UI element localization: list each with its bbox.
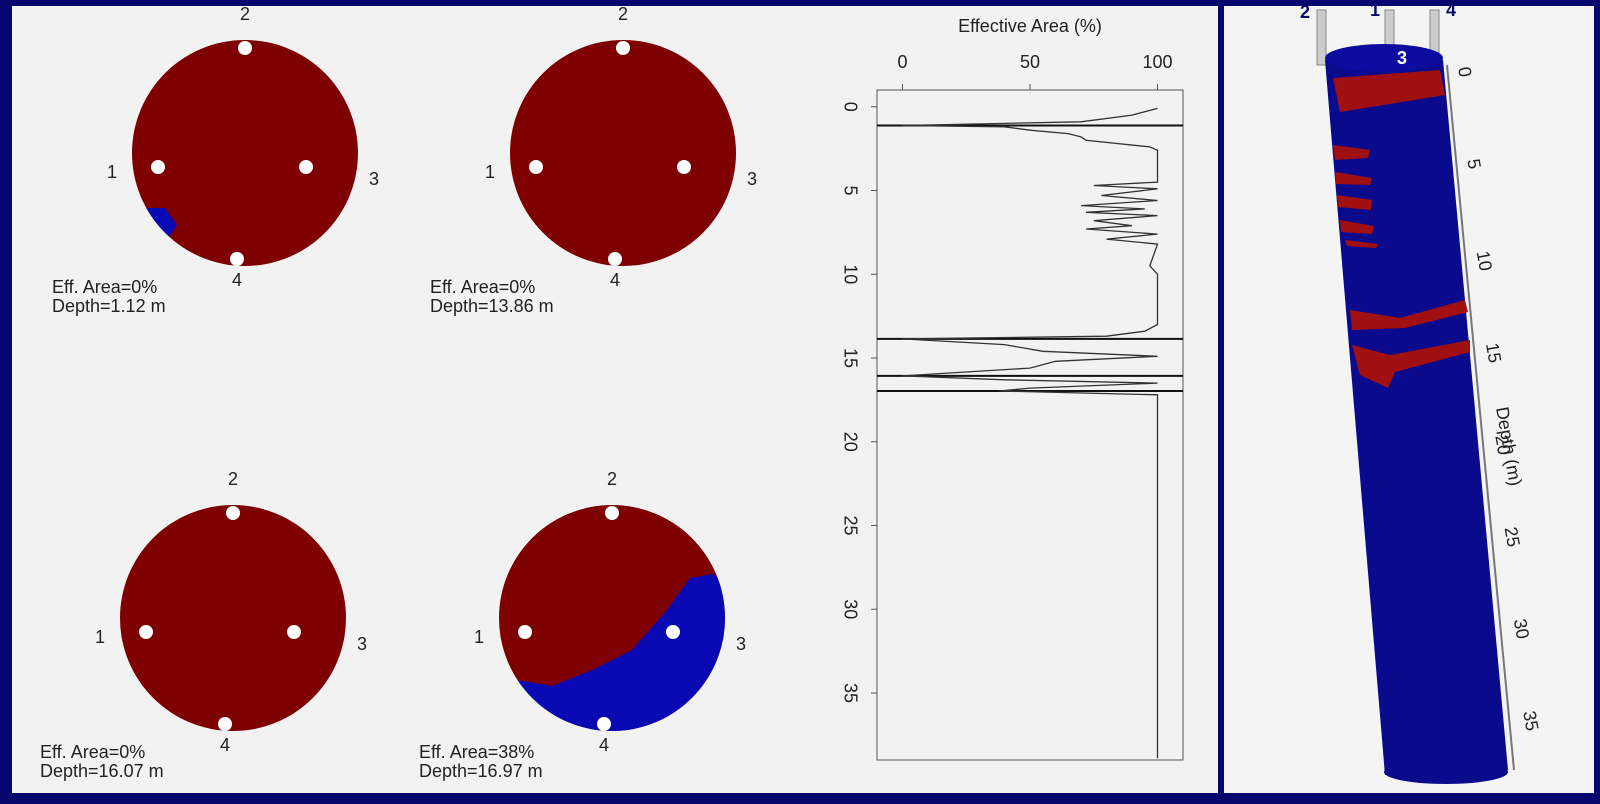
hole-label: 3 bbox=[357, 634, 367, 654]
y-tick-label: 25 bbox=[840, 515, 860, 535]
hole-label: 1 bbox=[485, 162, 495, 182]
depth: Depth=13.86 m bbox=[430, 296, 554, 316]
hole bbox=[597, 717, 611, 731]
hole bbox=[238, 41, 252, 55]
hole bbox=[518, 625, 532, 639]
hole bbox=[151, 160, 165, 174]
hole bbox=[226, 506, 240, 520]
section: 1 2 3 4 Eff. Area=0%Depth=16.07 m bbox=[40, 469, 367, 781]
depth-tick-label: 30 bbox=[1510, 617, 1533, 640]
depth-tick-label: 10 bbox=[1473, 249, 1496, 272]
chart-title: Effective Area (%) bbox=[958, 16, 1102, 36]
hole bbox=[616, 41, 630, 55]
hole-label: 3 bbox=[1397, 48, 1407, 68]
hole-label: 2 bbox=[607, 469, 617, 489]
effective-zone bbox=[145, 208, 177, 243]
x-tick-label: 50 bbox=[1020, 52, 1040, 72]
hole-label: 4 bbox=[1446, 0, 1456, 20]
hole bbox=[299, 160, 313, 174]
y-tick-label: 10 bbox=[840, 264, 860, 284]
hole-label: 3 bbox=[369, 169, 379, 189]
hole-label: 3 bbox=[736, 634, 746, 654]
depth: Depth=16.97 m bbox=[419, 761, 543, 781]
hole-label: 3 bbox=[747, 169, 757, 189]
y-tick-label: 15 bbox=[840, 348, 860, 368]
section: 1 2 3 4 Eff. Area=0%Depth=13.86 m bbox=[430, 4, 757, 316]
hole-label: 4 bbox=[232, 270, 242, 290]
zone bbox=[1333, 70, 1445, 112]
hole bbox=[287, 625, 301, 639]
cross-section bbox=[132, 40, 358, 266]
column-bottom bbox=[1384, 760, 1508, 784]
hole bbox=[529, 160, 543, 174]
eff-area: Eff. Area=0% bbox=[430, 277, 535, 297]
hole-label: 2 bbox=[240, 4, 250, 24]
hole bbox=[677, 160, 691, 174]
depth-tick-label: 15 bbox=[1482, 341, 1505, 364]
depth-tick-label: 25 bbox=[1501, 525, 1524, 548]
depth: Depth=1.12 m bbox=[52, 296, 166, 316]
hole bbox=[608, 252, 622, 266]
eff-area: Eff. Area=0% bbox=[52, 277, 157, 297]
hole bbox=[230, 252, 244, 266]
ruler bbox=[1446, 64, 1515, 771]
depth-tick-label: 0 bbox=[1454, 65, 1475, 78]
line bbox=[902, 107, 1159, 759]
hole-label: 4 bbox=[220, 735, 230, 755]
depth: Depth=16.07 m bbox=[40, 761, 164, 781]
hole bbox=[139, 625, 153, 639]
hole-label: 1 bbox=[1370, 0, 1380, 20]
section: 1 2 3 4 Eff. Area=0%Depth=1.12 m bbox=[52, 4, 379, 316]
column bbox=[1325, 60, 1508, 775]
hole-label: 2 bbox=[1300, 2, 1310, 22]
depth-tick-label: 20 bbox=[1491, 433, 1514, 456]
hole-label: 4 bbox=[610, 270, 620, 290]
section: 1 2 3 4 Eff. Area=38%Depth=16.97 m bbox=[419, 469, 746, 781]
depth-tick-label: 5 bbox=[1463, 157, 1484, 170]
hole bbox=[605, 506, 619, 520]
zone bbox=[1333, 145, 1378, 248]
y-tick-label: 35 bbox=[840, 683, 860, 703]
hole bbox=[666, 625, 680, 639]
rod bbox=[1316, 9, 1327, 66]
hole-label: 2 bbox=[228, 469, 238, 489]
depth-tick-label: 35 bbox=[1519, 709, 1542, 732]
y-tick-label: 20 bbox=[840, 432, 860, 452]
cross-section bbox=[120, 505, 346, 731]
y-tick-label: 30 bbox=[840, 599, 860, 619]
zone bbox=[1350, 300, 1468, 330]
effective-zone bbox=[499, 574, 725, 731]
column-top bbox=[1325, 44, 1443, 72]
hole-label: 1 bbox=[107, 162, 117, 182]
y-tick-label: 5 bbox=[840, 185, 860, 195]
hole bbox=[218, 717, 232, 731]
x-tick-label: 0 bbox=[897, 52, 907, 72]
cross-section bbox=[510, 40, 736, 266]
x-tick-label: 100 bbox=[1142, 52, 1172, 72]
eff-area: Eff. Area=38% bbox=[419, 742, 534, 762]
zone bbox=[1352, 340, 1470, 388]
chart: Effective Area (%) 0 50 100 0 5 10 15 20 25 30 35 bbox=[840, 16, 1184, 761]
hole-label: 1 bbox=[474, 627, 484, 647]
hole-label: 4 bbox=[599, 735, 609, 755]
hole-label: 2 bbox=[618, 4, 628, 24]
y-tick-label: 0 bbox=[840, 102, 860, 112]
hole-label: 1 bbox=[95, 627, 105, 647]
eff-area: Eff. Area=0% bbox=[40, 742, 145, 762]
